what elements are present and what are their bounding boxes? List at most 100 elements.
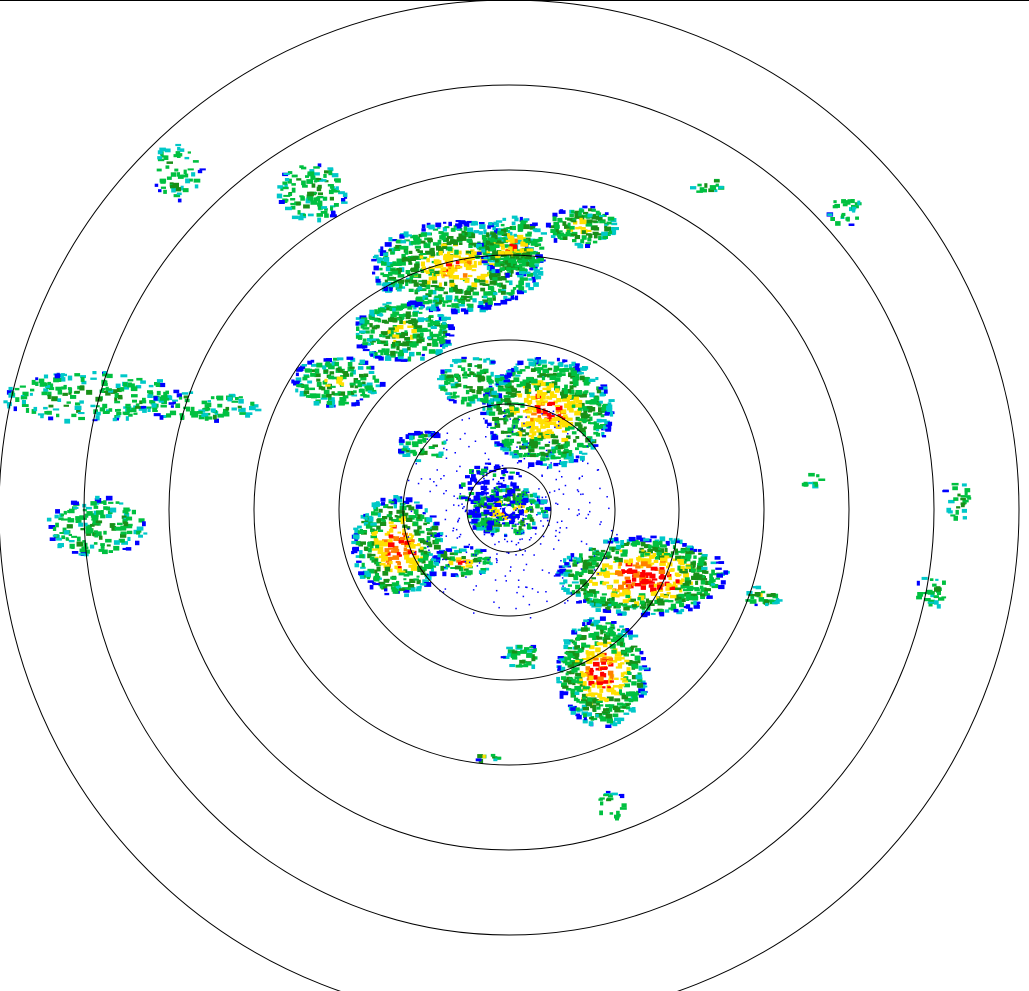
echo-cell xyxy=(190,406,195,412)
echo-cell xyxy=(495,394,500,400)
echo-cell xyxy=(611,649,617,654)
echo-cell xyxy=(402,341,409,347)
echo-cell xyxy=(91,513,99,519)
echo-cell xyxy=(589,600,595,604)
echo-cell xyxy=(618,685,623,689)
echo-cell xyxy=(562,221,567,226)
echo-cell xyxy=(499,237,506,241)
echo-cell xyxy=(471,264,477,268)
echo-cell xyxy=(440,369,445,374)
echo-cell xyxy=(461,230,466,234)
echo-cell xyxy=(397,307,403,311)
echo-cell xyxy=(622,549,628,554)
echo-cell xyxy=(467,303,474,309)
echo-cell xyxy=(946,507,952,513)
echo-cell xyxy=(318,192,323,195)
echo-cell xyxy=(120,531,127,535)
echo-cell xyxy=(396,325,404,330)
echo-cell xyxy=(40,413,44,419)
echo-cell xyxy=(423,554,429,557)
echo-cell xyxy=(376,313,384,316)
echo-cell xyxy=(592,581,598,586)
echo-cell xyxy=(595,424,601,427)
echo-cell xyxy=(477,364,482,369)
echo-cell xyxy=(433,433,441,439)
echo-cell xyxy=(563,398,567,402)
echo-cell xyxy=(515,498,521,503)
echo-cell xyxy=(652,546,657,551)
echo-cell xyxy=(480,517,485,522)
echo-cell xyxy=(444,237,450,242)
echo-cell xyxy=(315,393,321,398)
echo-cell xyxy=(63,384,67,390)
echo-cell xyxy=(514,367,519,372)
echo-cell xyxy=(462,273,468,278)
echo-cell xyxy=(589,589,596,594)
echo-cell xyxy=(527,406,535,410)
echo-cell xyxy=(505,495,510,500)
echo-cell xyxy=(508,269,514,274)
echo-cell xyxy=(308,394,315,398)
echo-cell xyxy=(385,304,390,308)
echo-cell xyxy=(336,376,343,381)
echo-cell xyxy=(494,377,500,382)
echo-cell xyxy=(516,453,523,458)
echo-cell xyxy=(602,235,608,239)
echo-cell xyxy=(608,399,615,402)
echo-cell xyxy=(293,380,300,384)
echo-cell xyxy=(570,709,577,715)
echo-cell xyxy=(422,318,429,321)
clutter-point xyxy=(541,474,543,476)
echo-cell xyxy=(574,663,581,667)
echo-cell xyxy=(21,400,26,405)
echo-cell xyxy=(430,567,434,572)
clutter-point xyxy=(541,413,543,415)
echo-cell xyxy=(604,420,610,425)
echo-cell xyxy=(535,276,542,280)
echo-cell xyxy=(606,601,613,606)
echo-cell xyxy=(517,360,524,365)
echo-cell xyxy=(302,376,308,381)
echo-cell xyxy=(387,506,393,509)
echo-cell xyxy=(412,341,419,346)
echo-cell xyxy=(364,518,371,523)
echo-cell xyxy=(962,516,967,520)
echo-cell xyxy=(676,558,684,562)
echo-cell xyxy=(845,217,850,221)
echo-cell xyxy=(445,246,453,251)
echo-cell xyxy=(439,375,445,380)
echo-cell xyxy=(480,276,486,281)
echo-cell xyxy=(587,590,593,595)
echo-cell xyxy=(511,225,516,231)
clutter-point xyxy=(493,502,495,505)
echo-cell xyxy=(512,287,517,290)
echo-cell xyxy=(581,646,585,650)
echo-cell xyxy=(301,364,307,367)
echo-cell xyxy=(373,576,380,582)
echo-cell xyxy=(480,306,487,310)
echo-cell xyxy=(483,257,488,260)
echo-cell xyxy=(574,363,580,369)
echo-cell xyxy=(323,369,329,373)
echo-cell xyxy=(96,411,101,416)
echo-cell xyxy=(573,556,577,560)
echo-cell xyxy=(435,557,440,560)
echo-cell xyxy=(159,382,166,388)
echo-cell xyxy=(48,416,54,421)
echo-cell xyxy=(56,537,62,541)
echo-cell xyxy=(409,262,413,265)
echo-cell xyxy=(626,667,631,672)
echo-cell xyxy=(486,375,492,381)
echo-cell xyxy=(408,250,413,254)
echo-cell xyxy=(642,667,650,670)
echo-cell xyxy=(597,599,602,603)
echo-cell xyxy=(401,448,408,452)
echo-cell xyxy=(544,430,550,434)
echo-cell xyxy=(476,243,482,249)
echo-cell xyxy=(356,326,360,331)
echo-cell xyxy=(317,200,323,203)
echo-cell xyxy=(417,525,422,530)
echo-cell xyxy=(393,339,397,343)
echo-cell xyxy=(534,243,542,246)
echo-cell xyxy=(163,391,168,397)
